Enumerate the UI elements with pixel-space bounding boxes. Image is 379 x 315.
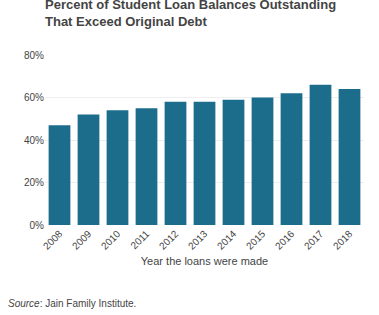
svg-text:0%: 0%: [30, 220, 45, 231]
svg-text:2010: 2010: [99, 228, 123, 252]
svg-text:Year the loans were made: Year the loans were made: [141, 255, 268, 267]
svg-text:2018: 2018: [331, 228, 355, 252]
svg-text:2011: 2011: [128, 228, 151, 251]
svg-text:80%: 80%: [24, 50, 44, 61]
svg-text:2009: 2009: [70, 228, 94, 252]
svg-text:Source: Jain Family Institute.: Source: Jain Family Institute.: [8, 298, 136, 309]
svg-text:2016: 2016: [273, 228, 297, 252]
svg-text:2012: 2012: [157, 228, 181, 252]
svg-text:2017: 2017: [302, 228, 326, 252]
svg-text:20%: 20%: [24, 177, 44, 188]
svg-text:2008: 2008: [41, 228, 65, 252]
svg-text:40%: 40%: [24, 135, 44, 146]
svg-text:2013: 2013: [186, 228, 210, 252]
svg-text:60%: 60%: [24, 92, 44, 103]
svg-text:2014: 2014: [215, 228, 239, 252]
svg-text:2015: 2015: [244, 228, 268, 252]
svg-text:Percent of Student Loan Balanc: Percent of Student Loan Balances Outstan…: [45, 0, 336, 29]
